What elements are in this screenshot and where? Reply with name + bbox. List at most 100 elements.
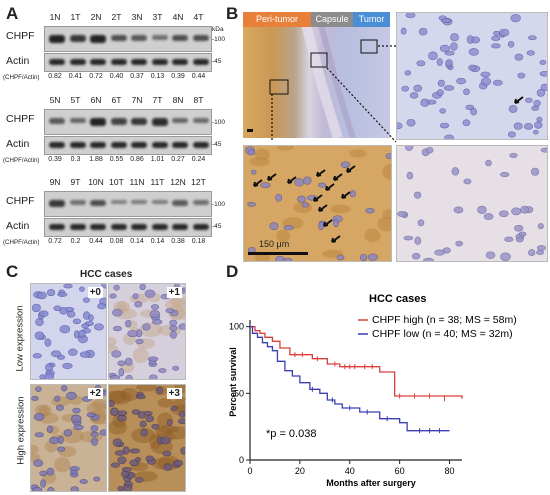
ratio-value: 0.27 — [171, 156, 185, 163]
ratio-value: 0.18 — [191, 238, 206, 245]
lane-label: 10N — [88, 177, 104, 187]
ratio-value: 0.38 — [171, 238, 185, 245]
ratio-value: 0.55 — [109, 156, 124, 163]
row-label-high: High expression — [15, 396, 27, 465]
actin-band — [172, 142, 188, 148]
x-tick-label: 0 — [247, 466, 252, 476]
y-tick-label: 50 — [234, 388, 244, 398]
series-line-chpf-low — [250, 326, 450, 432]
actin-band — [131, 224, 147, 230]
actin-band — [172, 59, 188, 65]
actin-blot-strip — [44, 136, 212, 155]
chpf-band — [69, 35, 86, 42]
ratio-value: 0.86 — [130, 156, 144, 163]
arrow-marker — [313, 194, 323, 202]
lane-label: 3N — [131, 12, 143, 22]
panel-letter-d: D — [226, 262, 239, 281]
actin-band — [172, 224, 188, 230]
lane-label: 1T — [70, 12, 81, 22]
row-label-low: Low expression — [14, 305, 26, 372]
lane-label: 7N — [131, 95, 143, 105]
lane-label: 6T — [111, 95, 122, 105]
lane-label: 8T — [193, 95, 204, 105]
lane-label: 4T — [193, 12, 204, 22]
chpf-band — [151, 200, 168, 204]
chpf-band — [172, 200, 188, 206]
arrow-marker — [253, 179, 263, 187]
ratio-value: 0.3 — [70, 156, 81, 163]
lane-label: 11T — [150, 177, 165, 187]
arrow-marker — [331, 235, 341, 243]
x-axis-label: Months after surgery — [326, 478, 416, 488]
chpf-band — [90, 118, 106, 126]
ratio-value: 1.88 — [89, 156, 103, 163]
ratio-row-label: (CHPF/Actin) — [3, 157, 40, 164]
tag-peri-tumor: Peri-tumor — [243, 12, 311, 27]
actin-band — [69, 224, 86, 230]
ratio-value: 0.39 — [48, 156, 62, 163]
ratio-value: 0.40 — [109, 73, 124, 80]
ratio-value: 0.13 — [150, 73, 165, 80]
survival-chart: 0 20 40 60 80 0 50 100 HCC cases CHPF high (n =… — [228, 293, 517, 488]
chpf-band — [192, 35, 209, 41]
y-tick-label: 100 — [229, 322, 244, 332]
arrow-marker — [346, 165, 356, 173]
ratio-row-label: (CHPF/Actin) — [3, 239, 40, 246]
ihc-score-0-image: +0 — [30, 283, 107, 380]
chpf-blot-strip — [44, 191, 212, 217]
chpf-band — [69, 200, 86, 205]
actin-band — [151, 142, 168, 148]
x-tick-label: 40 — [345, 466, 355, 476]
series-line-chpf-high — [250, 326, 463, 399]
ratio-row-label: (CHPF/Actin) — [3, 74, 40, 81]
ihc-capsule-zoom-image — [396, 145, 548, 262]
actin-band — [90, 224, 106, 230]
marker-45-label: -45 — [212, 141, 222, 148]
p-value-annotation: *p = 0.038 — [266, 428, 316, 440]
ratio-value: 0.72 — [48, 238, 62, 245]
ratio-value: 0.14 — [150, 238, 165, 245]
actin-band — [110, 59, 127, 65]
chpf-band — [151, 118, 168, 126]
lane-label: 6N — [90, 95, 102, 105]
actin-blot-strip — [44, 218, 212, 237]
lane-label: 5T — [70, 95, 81, 105]
ihc-c-title: HCC cases — [80, 269, 133, 280]
lane-label: 8N — [172, 95, 184, 105]
actin-band — [49, 142, 65, 148]
ihc-tumor-zoom-image — [396, 12, 548, 140]
lane-label: 2N — [90, 12, 102, 22]
arrow-marker — [333, 173, 343, 181]
ihc-overview-image — [243, 12, 390, 138]
lane-label: 12N — [170, 177, 186, 187]
arrow-marker — [341, 191, 351, 199]
ratio-value: 0.24 — [191, 156, 206, 163]
lane-label: 9N — [49, 177, 61, 187]
actin-band — [131, 142, 147, 148]
actin-blot-strip — [44, 53, 212, 72]
ratio-value: 0.82 — [48, 73, 62, 80]
chpf-band — [110, 118, 127, 125]
score-label-2: +2 — [87, 388, 103, 399]
actin-band — [110, 224, 127, 230]
ihc-score-2-image: +2 — [30, 384, 107, 492]
ratio-value: 0.37 — [130, 73, 144, 80]
lane-label: 11N — [129, 177, 145, 187]
chpf-row-label: CHPF — [6, 113, 35, 125]
lane-label: 9T — [70, 177, 81, 187]
lane-label: 5N — [49, 95, 61, 105]
y-axis-label: Percent survival — [228, 347, 238, 417]
chpf-band — [90, 200, 106, 206]
arrow-marker — [514, 96, 524, 104]
actin-band — [90, 59, 106, 65]
actin-band — [49, 59, 65, 65]
score-label-1: +1 — [166, 287, 182, 298]
chpf-row-label: CHPF — [6, 195, 35, 207]
actin-band — [151, 59, 168, 65]
ihc-score-1-image: +1 — [108, 283, 186, 380]
actin-band — [192, 59, 209, 65]
chpf-band — [90, 35, 106, 43]
ratio-value: 0.44 — [89, 238, 103, 245]
chart-title: HCC cases — [369, 293, 426, 305]
chpf-band — [151, 35, 168, 40]
